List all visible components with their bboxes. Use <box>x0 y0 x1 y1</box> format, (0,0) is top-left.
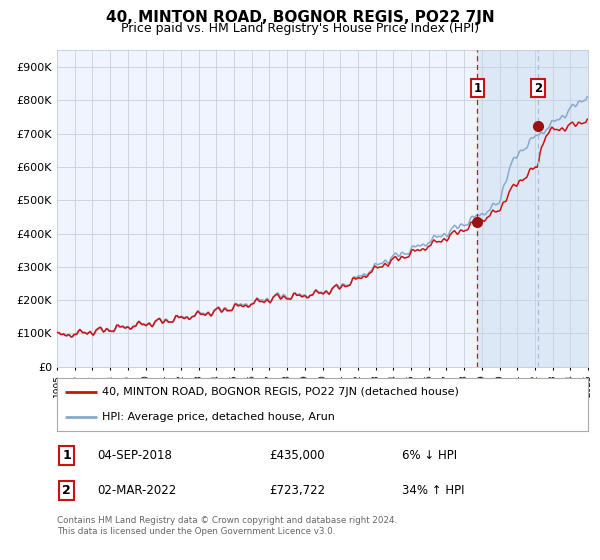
Text: 40, MINTON ROAD, BOGNOR REGIS, PO22 7JN (detached house): 40, MINTON ROAD, BOGNOR REGIS, PO22 7JN … <box>102 388 459 398</box>
Text: 2: 2 <box>534 82 542 95</box>
Bar <box>478 50 588 367</box>
Text: 04-SEP-2018: 04-SEP-2018 <box>97 449 172 462</box>
Text: £723,722: £723,722 <box>269 484 326 497</box>
Text: 1: 1 <box>62 449 71 462</box>
Text: £435,000: £435,000 <box>269 449 325 462</box>
Text: 02-MAR-2022: 02-MAR-2022 <box>97 484 176 497</box>
Text: HPI: Average price, detached house, Arun: HPI: Average price, detached house, Arun <box>102 412 335 422</box>
Text: 34% ↑ HPI: 34% ↑ HPI <box>402 484 464 497</box>
Text: 1: 1 <box>473 82 481 95</box>
Text: Price paid vs. HM Land Registry's House Price Index (HPI): Price paid vs. HM Land Registry's House … <box>121 22 479 35</box>
Text: 2: 2 <box>62 484 71 497</box>
Text: 40, MINTON ROAD, BOGNOR REGIS, PO22 7JN: 40, MINTON ROAD, BOGNOR REGIS, PO22 7JN <box>106 10 494 25</box>
Text: Contains HM Land Registry data © Crown copyright and database right 2024.
This d: Contains HM Land Registry data © Crown c… <box>57 516 397 536</box>
Text: 6% ↓ HPI: 6% ↓ HPI <box>402 449 457 462</box>
